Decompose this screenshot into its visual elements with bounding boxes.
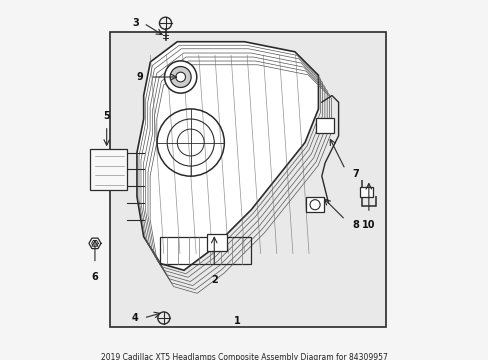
Text: 2019 Cadillac XT5 Headlamps Composite Assembly Diagram for 84309957: 2019 Cadillac XT5 Headlamps Composite As… <box>101 353 387 360</box>
Text: 5: 5 <box>103 111 110 121</box>
Text: 4: 4 <box>132 313 139 323</box>
Circle shape <box>176 72 185 82</box>
FancyBboxPatch shape <box>359 187 372 197</box>
FancyBboxPatch shape <box>110 32 385 327</box>
Text: 6: 6 <box>91 272 98 282</box>
Polygon shape <box>137 42 318 270</box>
Text: 10: 10 <box>361 220 375 230</box>
Text: 1: 1 <box>234 316 241 326</box>
Polygon shape <box>90 149 126 190</box>
FancyBboxPatch shape <box>206 234 226 251</box>
Text: 9: 9 <box>137 72 143 82</box>
Text: 3: 3 <box>132 18 139 28</box>
Text: 7: 7 <box>351 170 358 180</box>
FancyBboxPatch shape <box>315 118 334 133</box>
FancyBboxPatch shape <box>305 197 324 212</box>
Text: 8: 8 <box>351 220 358 230</box>
Text: 2: 2 <box>210 275 217 285</box>
Circle shape <box>164 61 196 93</box>
Circle shape <box>170 67 191 87</box>
